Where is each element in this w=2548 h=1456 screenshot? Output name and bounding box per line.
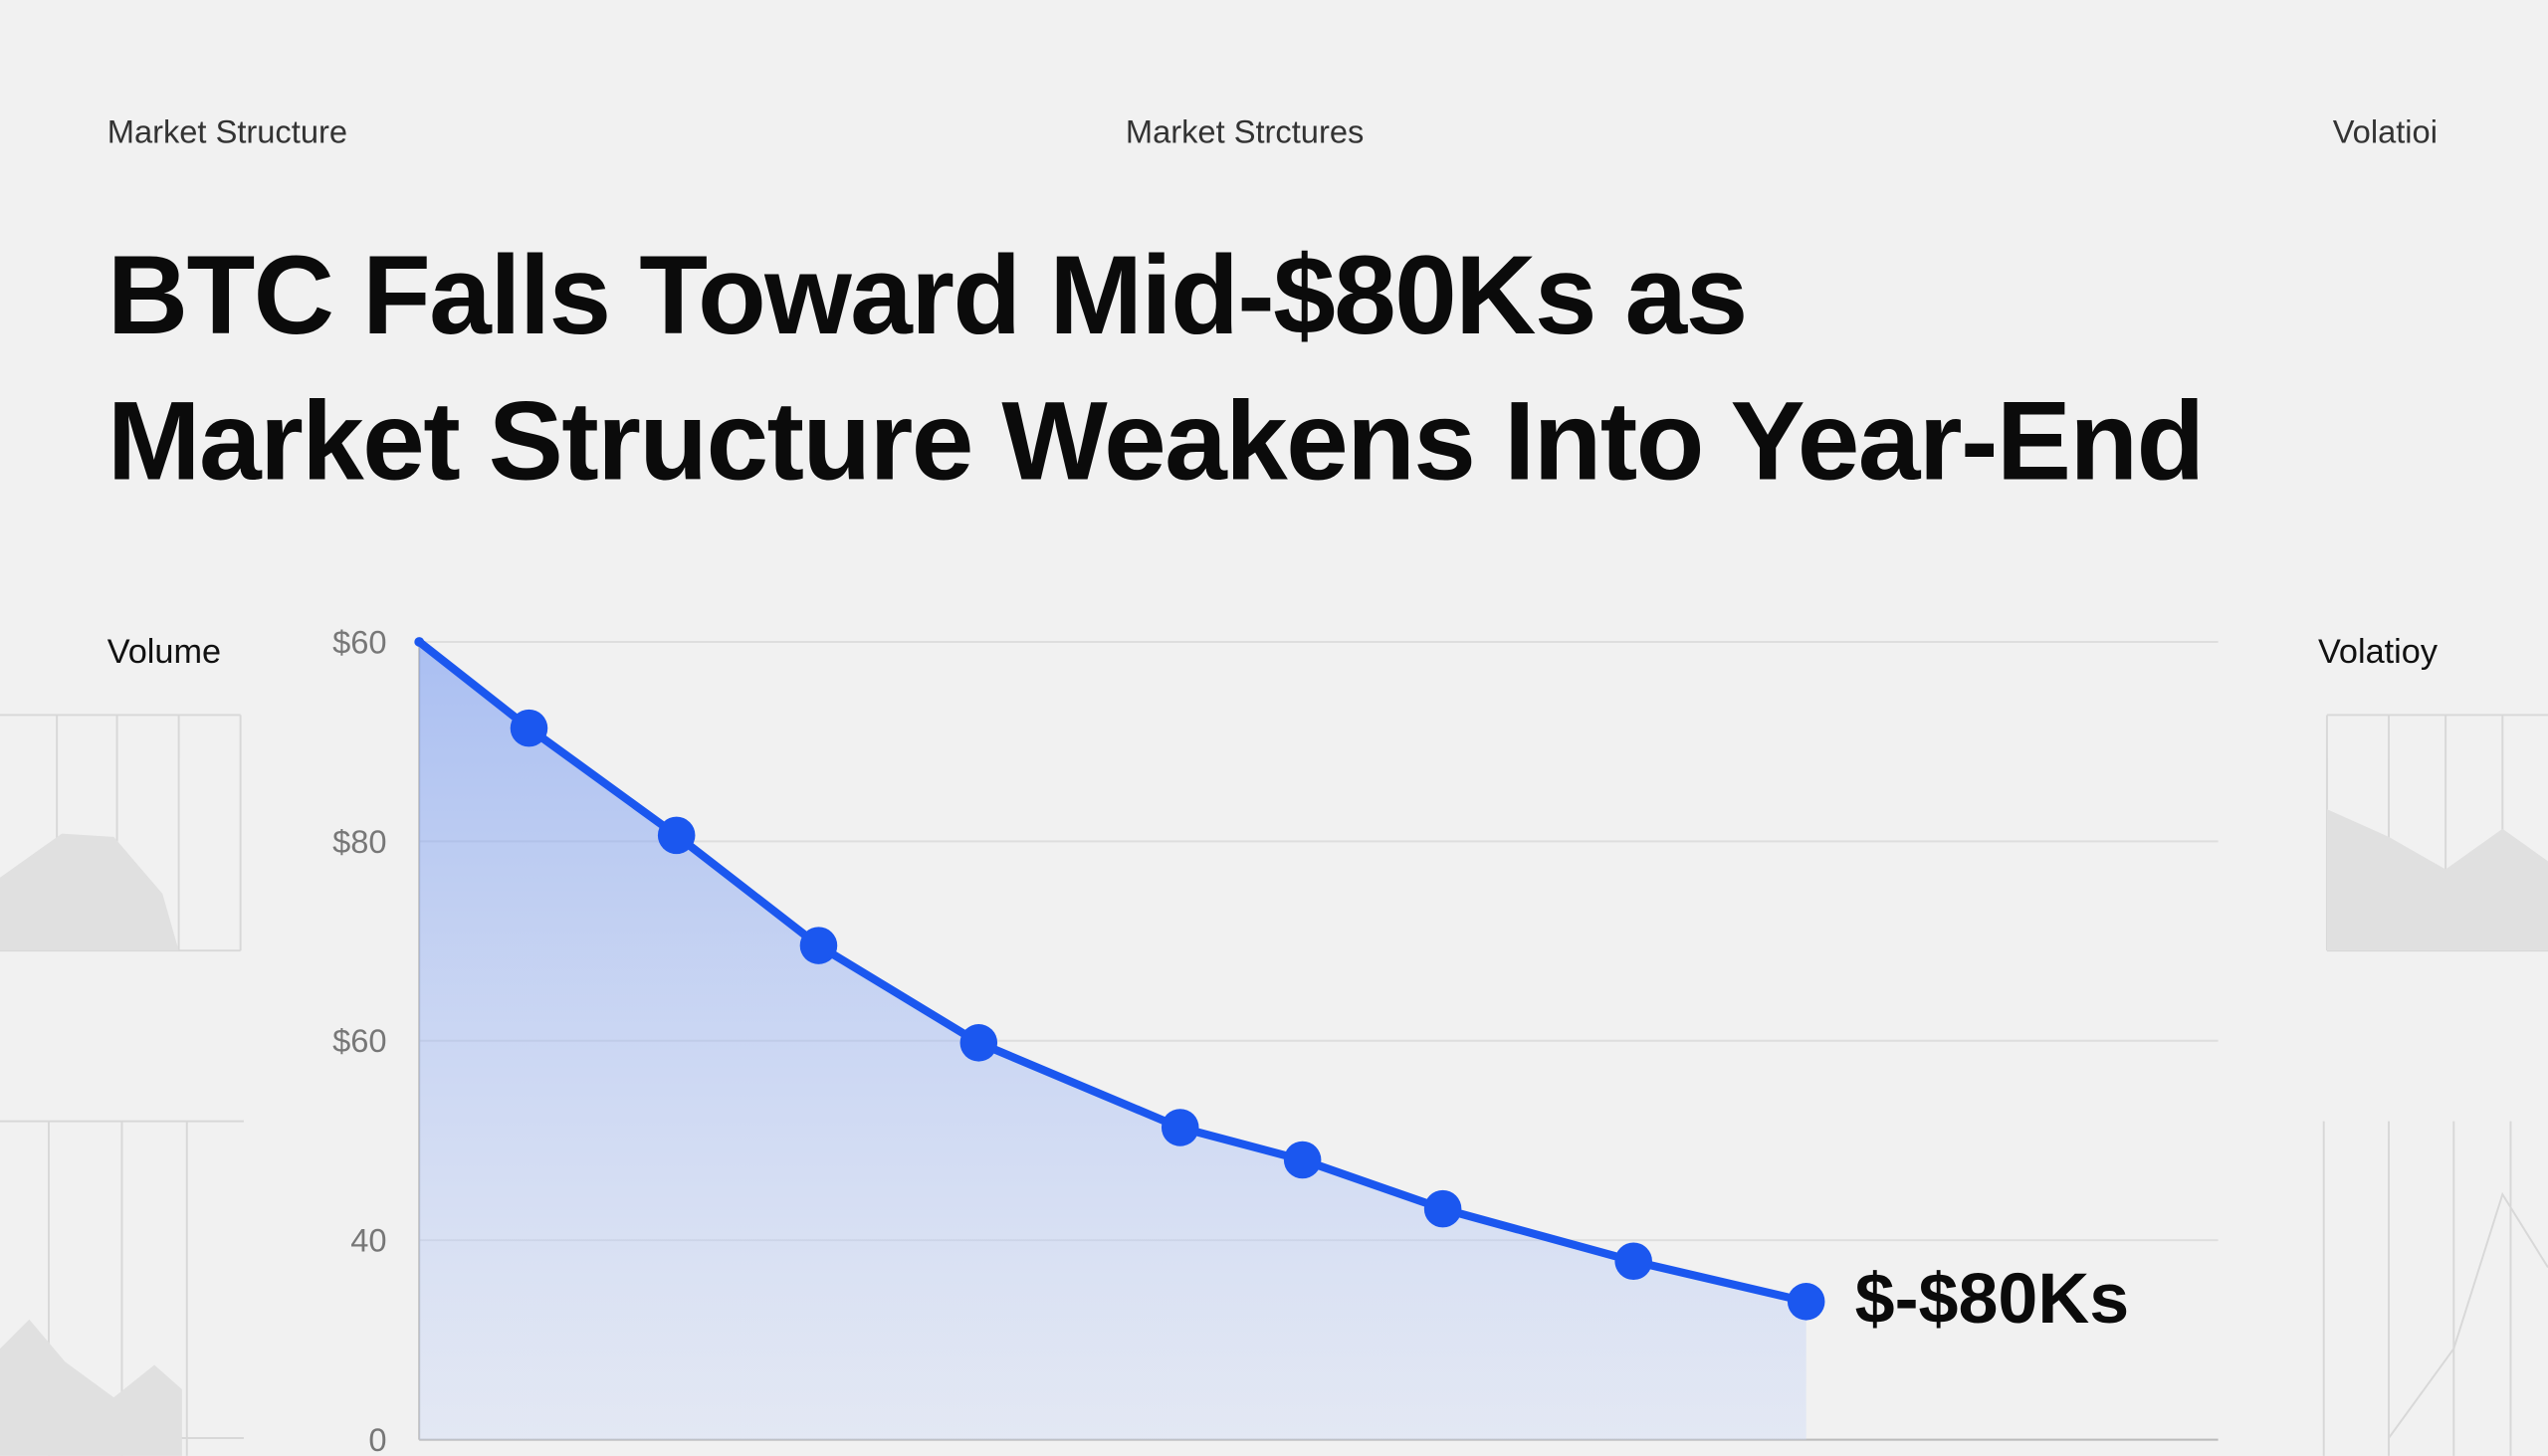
point xyxy=(959,1024,998,1062)
point xyxy=(657,816,696,855)
header-right: Volatioi xyxy=(2333,113,2438,150)
header-left: Market Structure xyxy=(107,113,347,150)
decor xyxy=(0,714,2548,1456)
area-fill xyxy=(419,641,1806,1440)
point xyxy=(510,709,548,747)
plot: 0 40 $60 $80 $60 $-$80Ks xyxy=(332,623,2219,1456)
y-tick-label: 40 xyxy=(350,1222,386,1259)
y-tick-label: $80 xyxy=(332,823,386,860)
right-label: Volatioy xyxy=(2318,633,2439,671)
point xyxy=(1614,1242,1652,1281)
point xyxy=(1161,1109,1199,1146)
y-tick-label: 0 xyxy=(368,1421,386,1456)
annotation: $-$80Ks xyxy=(1855,1259,2130,1339)
point xyxy=(799,927,838,964)
title-line: BTC Falls Toward Mid-$80Ks as xyxy=(107,232,1747,357)
point xyxy=(1787,1283,1825,1321)
point xyxy=(1283,1141,1322,1179)
point xyxy=(414,637,425,647)
y-tick-label: $60 xyxy=(332,1022,386,1059)
line xyxy=(416,638,1807,1306)
header-center: Market Strctures xyxy=(1126,113,1364,150)
left-label: Volume xyxy=(107,633,221,671)
point xyxy=(1423,1189,1462,1228)
y-tick-label: $60 xyxy=(332,623,386,660)
title-line: Market Structure Weakens Into Year-End xyxy=(107,378,2204,504)
